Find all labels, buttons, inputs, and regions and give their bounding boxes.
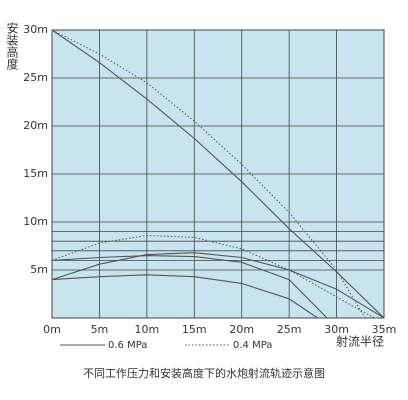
x-tick-label: 30m <box>324 323 349 336</box>
x-tick-label: 10m <box>134 323 159 336</box>
x-tick-label: 5m <box>91 323 109 336</box>
x-tick-label: 15m <box>182 323 207 336</box>
x-tick-label: 0m <box>43 323 61 336</box>
x-axis-label: 射流半径 <box>336 334 384 349</box>
y-tick-label: 20m <box>23 119 48 132</box>
trajectory <box>51 274 318 319</box>
y-axis-label: 安装高度 <box>5 21 19 70</box>
legend-label: 0.6 MPa <box>108 340 147 351</box>
trajectory <box>51 29 385 319</box>
x-tick-label: 20m <box>229 323 254 336</box>
y-tick-label: 25m <box>23 71 48 84</box>
y-tick-label: 5m <box>30 263 48 276</box>
trajectory <box>51 252 385 319</box>
y-tick-label: 10m <box>23 215 48 228</box>
trajectory <box>51 255 328 319</box>
x-tick-label: 25m <box>277 323 302 336</box>
y-tick-label: 15m <box>23 167 48 180</box>
x-tick-label: 35m <box>372 323 397 336</box>
legend-label: 0.4 MPa <box>233 340 272 351</box>
y-tick-label: 30m <box>23 23 48 36</box>
caption: 不同工作压力和安装高度下的水炮射流轨迹示意图 <box>83 366 325 380</box>
